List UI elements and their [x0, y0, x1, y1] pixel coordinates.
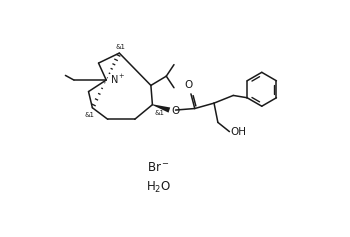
Text: Br$^-$: Br$^-$: [147, 160, 170, 173]
Text: O: O: [184, 80, 193, 90]
Text: O: O: [172, 106, 180, 116]
Text: &1: &1: [115, 44, 125, 50]
Polygon shape: [152, 104, 170, 113]
Text: N$^+$: N$^+$: [110, 73, 126, 86]
Text: &1: &1: [84, 112, 94, 118]
Text: &1: &1: [155, 110, 165, 116]
Text: H$_2$O: H$_2$O: [146, 180, 171, 195]
Text: OH: OH: [230, 127, 246, 137]
